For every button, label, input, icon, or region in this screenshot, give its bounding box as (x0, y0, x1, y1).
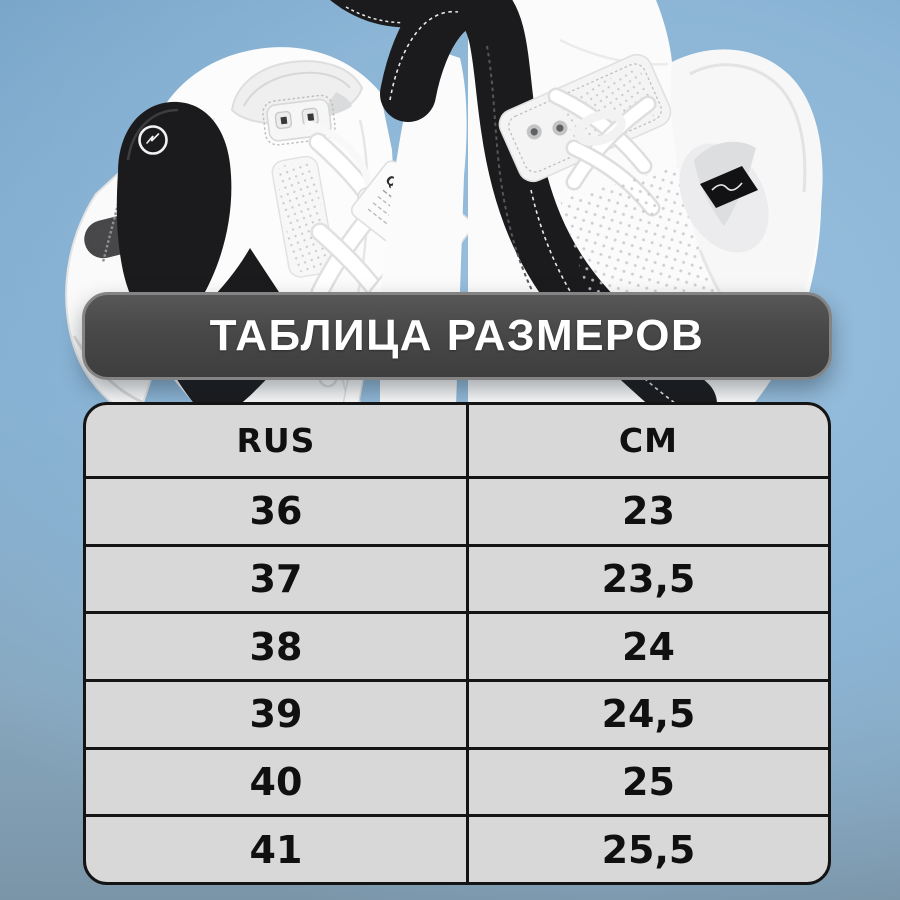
rus-size-cell: 41 (249, 827, 303, 872)
size-table: RUS CM 36 23 37 23,5 38 24 39 24,5 40 25… (83, 402, 831, 885)
right-heel-collar (670, 49, 823, 363)
cm-size-cell: 23,5 (465, 546, 828, 612)
table-row: 39 24,5 (86, 679, 828, 747)
size-table-header-row: RUS CM (86, 405, 828, 476)
left-eyelet-patch (262, 94, 336, 146)
table-row: 40 25 (86, 746, 828, 815)
table-row: 36 23 (86, 476, 828, 544)
rus-size-cell: 40 (249, 760, 303, 805)
table-row: 41 25,5 (86, 814, 828, 882)
table-row: 38 24 (86, 611, 828, 680)
tongue-label-icon (700, 166, 758, 208)
cm-size-cell: 24 (465, 614, 828, 680)
fragment-circle-logo-icon (138, 125, 168, 155)
size-chart-title: ТАБЛИЦА РАЗМЕРОВ (209, 311, 705, 360)
cm-size-cell: 23 (465, 479, 828, 544)
cm-size-cell: 24,5 (465, 682, 828, 747)
rus-size-cell: 37 (249, 557, 303, 601)
rus-size-cell: 36 (249, 489, 303, 534)
cm-size-cell: 25,5 (465, 817, 828, 882)
cm-size-cell: 25 (465, 749, 828, 815)
header-cm: CM (465, 405, 828, 476)
left-perforated-panel (271, 155, 336, 278)
rus-size-cell: 38 (249, 624, 303, 669)
header-rus: RUS (236, 421, 316, 460)
rus-size-cell: 39 (249, 692, 303, 737)
table-row: 37 23,5 (86, 543, 828, 612)
size-chart-banner: ТАБЛИЦА РАЗМЕРОВ (82, 292, 832, 380)
